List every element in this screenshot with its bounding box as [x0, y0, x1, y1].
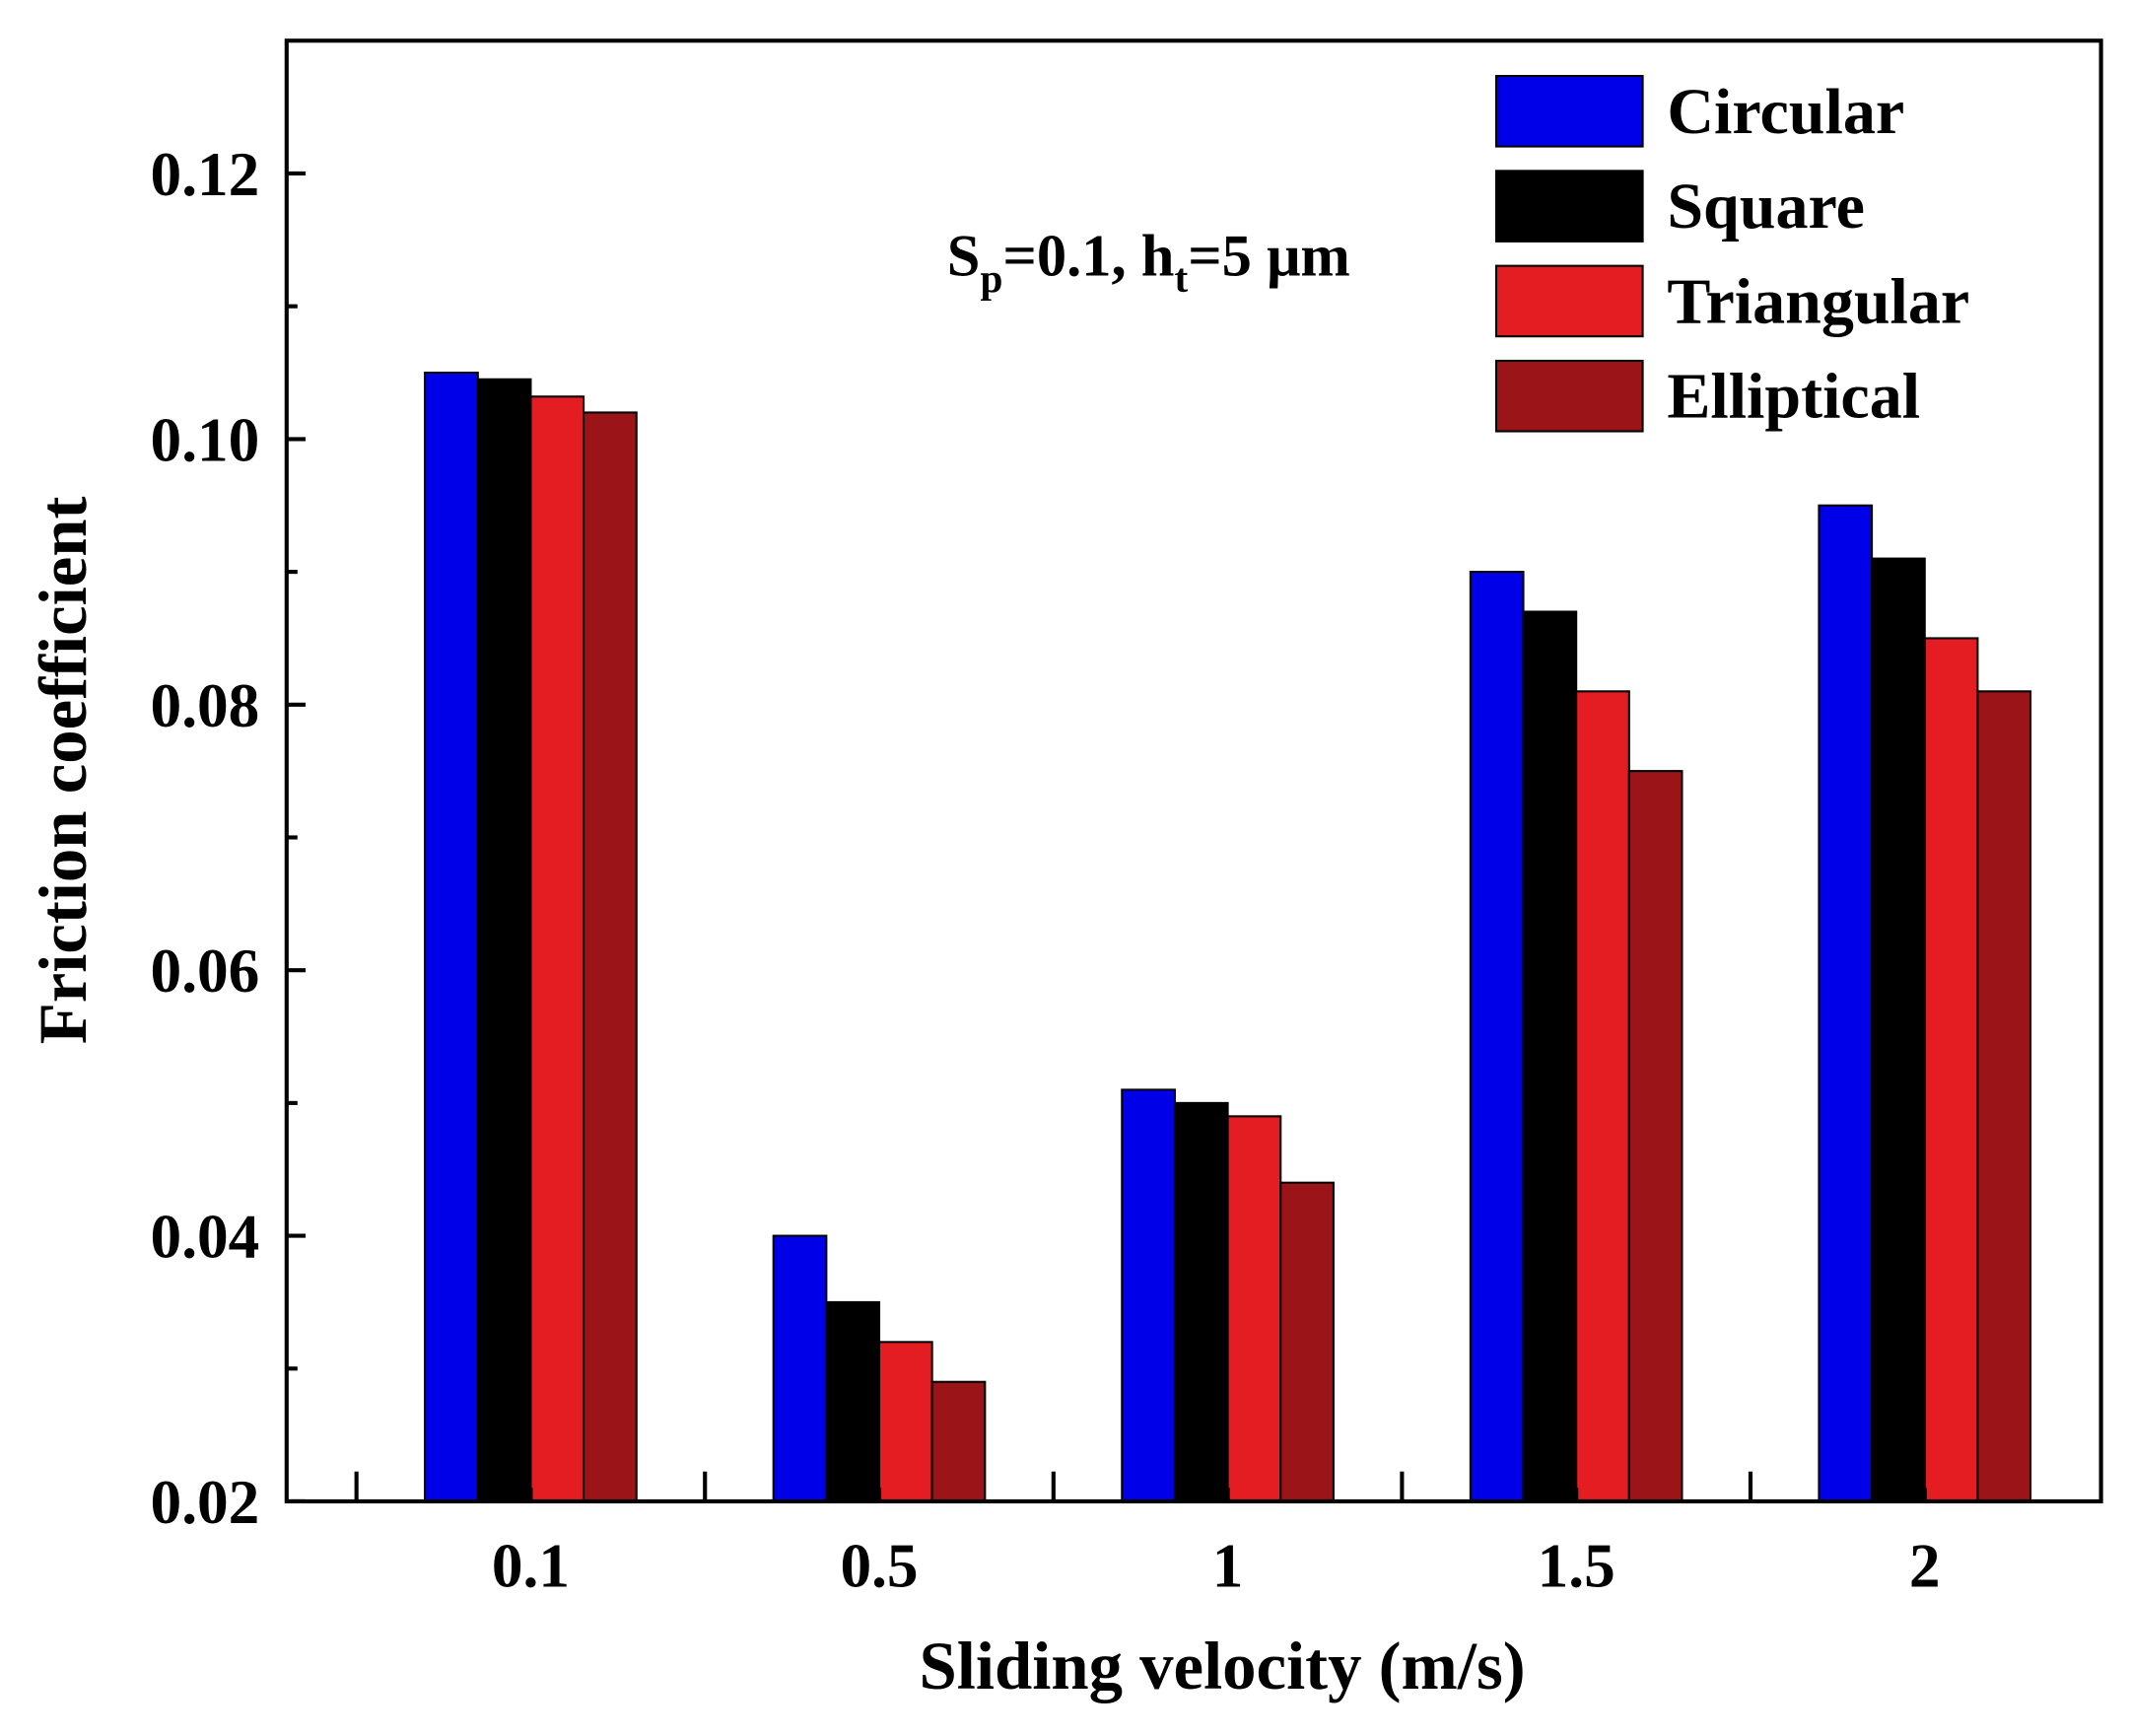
ticks-layer [286, 171, 1927, 1504]
legend-swatch-triangular [1494, 264, 1644, 338]
bar-triangular-1 [1226, 1115, 1282, 1503]
bar-square-2 [1871, 557, 1926, 1503]
annotation-part: S [947, 223, 981, 289]
legend-swatch-elliptical [1494, 359, 1644, 433]
bar-circular-0.1 [424, 371, 479, 1503]
annotation-part: p [980, 255, 1002, 301]
bar-triangular-1.5 [1575, 690, 1630, 1503]
bar-square-1.5 [1522, 610, 1578, 1503]
bar-circular-1 [1121, 1088, 1176, 1503]
bar-circular-2 [1818, 504, 1874, 1503]
legend-swatch-circular [1494, 75, 1644, 148]
annotation-part: =5 μm [1188, 223, 1350, 289]
x-tick-label: 1.5 [1538, 1532, 1615, 1601]
legend-label-square: Square [1667, 171, 1865, 243]
bar-triangular-0.5 [877, 1341, 933, 1503]
legend: Circular Square Triangular Elliptical [1494, 75, 1969, 433]
y-tick-label: 0.08 [151, 671, 260, 740]
y-tick-label: 0.12 [151, 140, 260, 209]
x-tick-label: 2 [1909, 1532, 1941, 1601]
annotation-part: =0.1, h [1002, 223, 1174, 289]
legend-label-triangular: Triangular [1667, 265, 1969, 337]
annotation-part: t [1174, 255, 1188, 301]
legend-label-elliptical: Elliptical [1667, 361, 1920, 433]
y-tick-label: 0.06 [151, 937, 260, 1006]
y-tick-label: 0.10 [151, 405, 260, 474]
bar-circular-1.5 [1469, 571, 1525, 1503]
bar-triangular-2 [1923, 637, 1979, 1503]
bar-elliptical-2 [1976, 690, 2032, 1503]
x-tick-label: 1 [1212, 1532, 1244, 1601]
bar-elliptical-1.5 [1627, 770, 1683, 1503]
bars-layer [424, 371, 2032, 1503]
legend-label-circular: Circular [1667, 76, 1904, 148]
x-tick-label: 0.5 [840, 1532, 918, 1601]
tick-labels-layer: 0.02 0.04 0.06 0.08 0.10 0.12 0.1 0.5 1 1.5 2 [151, 140, 1941, 1601]
bar-elliptical-1 [1279, 1181, 1335, 1503]
x-axis-label: Sliding velocity (m/s) [920, 1629, 1526, 1703]
bar-triangular-0.1 [529, 395, 585, 1503]
bar-elliptical-0.1 [583, 411, 638, 1503]
parameter-annotation: Sp=0.1, ht=5 μm [947, 223, 1350, 301]
x-tick-label: 0.1 [492, 1532, 570, 1601]
bar-square-0.5 [825, 1300, 881, 1503]
bar-square-1 [1173, 1101, 1229, 1503]
bar-square-0.1 [476, 378, 532, 1503]
y-axis-label: Friction coefficient [26, 497, 101, 1045]
bar-elliptical-0.5 [930, 1380, 987, 1503]
bar-circular-0.5 [772, 1234, 828, 1503]
plot-frame [284, 38, 2103, 1504]
y-tick-label: 0.02 [151, 1468, 260, 1537]
y-tick-label: 0.04 [151, 1203, 260, 1272]
legend-swatch-square [1494, 170, 1644, 243]
